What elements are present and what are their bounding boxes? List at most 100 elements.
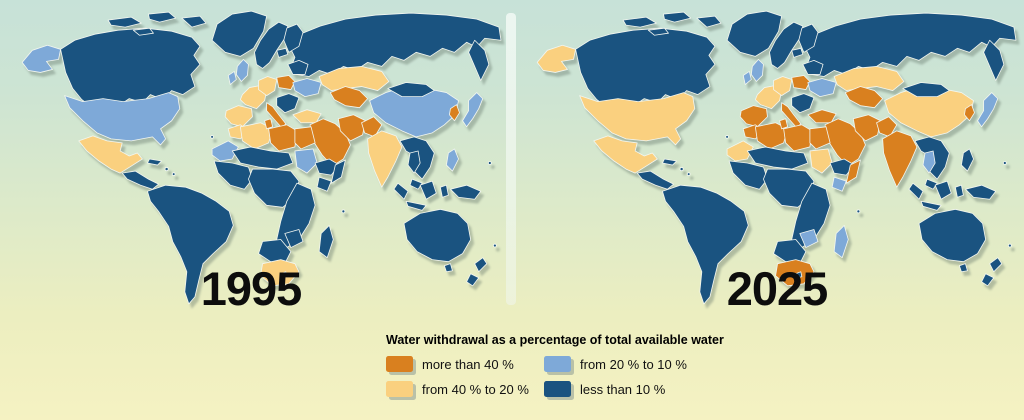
region-egypt <box>294 126 316 150</box>
region-new_zealand <box>981 273 995 287</box>
region-indonesia <box>419 180 437 200</box>
region-mexico <box>78 135 143 174</box>
legend-swatch-less10 <box>544 381 571 397</box>
region-tunisia <box>779 118 789 130</box>
region-mongolia <box>902 82 950 98</box>
region-new_zealand <box>466 273 480 287</box>
region-mongolia <box>387 82 435 98</box>
region-lesotho <box>795 271 803 279</box>
map-panel-1995 <box>2 2 507 314</box>
region-malaysia <box>924 178 938 190</box>
region-iceland <box>791 47 804 58</box>
region-central_asia <box>329 86 369 109</box>
region-lesotho <box>280 271 288 279</box>
map-panel-2025 <box>517 2 1022 314</box>
region-usa <box>579 92 696 146</box>
region-greenland <box>726 10 783 57</box>
region-germany <box>773 76 793 97</box>
region-zimbabwe <box>284 229 304 248</box>
region-ukraine <box>292 78 322 98</box>
region-france <box>754 85 783 110</box>
region-arctic_islands <box>181 15 207 28</box>
region-islands <box>341 209 346 214</box>
region-somalia <box>845 159 861 184</box>
legend-item-label: less than 10 % <box>580 381 666 397</box>
legend-item-less10: less than 10 % <box>544 381 724 397</box>
region-thailand <box>922 150 936 174</box>
region-thailand <box>407 150 421 174</box>
region-central_asia <box>844 86 884 109</box>
region-france <box>239 85 268 110</box>
region-somalia <box>330 159 346 184</box>
region-madagascar <box>318 225 334 259</box>
legend-item-from20to10: from 20 % to 10 % <box>544 356 724 372</box>
region-alaska <box>21 44 61 73</box>
region-india <box>367 130 403 188</box>
region-iran <box>852 114 882 142</box>
year-label-1995: 1995 <box>200 262 303 315</box>
region-egypt <box>809 126 831 150</box>
region-korea <box>449 104 460 122</box>
region-islands <box>487 161 492 165</box>
region-new_guinea <box>965 184 997 200</box>
legend-item-label: from 20 % to 10 % <box>580 356 687 372</box>
region-arctic_islands <box>148 11 177 23</box>
legend-swatch-more40 <box>386 356 413 372</box>
region-sudan <box>294 148 318 174</box>
region-islands <box>679 167 684 172</box>
region-south_africa <box>260 259 300 287</box>
region-islands <box>856 209 861 214</box>
legend-swatch-from20to10 <box>544 356 571 372</box>
region-turkey <box>292 109 322 124</box>
region-philippines <box>960 148 974 172</box>
year-label-2025: 2025 <box>726 262 829 315</box>
region-india <box>882 130 918 188</box>
region-indonesia <box>908 182 924 200</box>
region-arctic_islands <box>622 16 657 28</box>
region-balkans <box>276 93 300 114</box>
region-russia <box>983 39 1005 81</box>
region-libya <box>268 124 298 152</box>
region-islands <box>210 135 214 139</box>
region-kazakhstan <box>833 66 905 91</box>
region-pakistan <box>361 116 383 138</box>
region-scandinavia <box>769 21 804 69</box>
region-cuba <box>147 158 162 166</box>
region-canada <box>60 27 201 110</box>
region-islands <box>492 243 497 248</box>
region-ireland <box>227 71 237 85</box>
region-poland <box>791 75 811 90</box>
region-indonesia <box>439 184 449 198</box>
legend-item-more40: more than 40 % <box>386 356 544 372</box>
region-ireland <box>742 71 752 85</box>
region-zimbabwe <box>799 229 819 248</box>
region-west_africa <box>213 160 253 190</box>
region-islands <box>1002 161 1007 165</box>
region-mauritania <box>726 140 754 162</box>
region-sudan <box>809 148 833 174</box>
region-australia <box>918 208 987 263</box>
region-russia <box>468 39 490 81</box>
region-islands <box>1007 243 1012 248</box>
region-madagascar <box>833 225 849 259</box>
region-indonesia <box>934 180 952 200</box>
region-new_zealand <box>474 257 488 273</box>
region-islands <box>686 172 691 176</box>
region-central_america <box>121 170 159 190</box>
region-islands <box>164 167 169 172</box>
region-poland <box>276 75 296 90</box>
region-indonesia <box>920 200 942 211</box>
region-iberia <box>739 105 768 128</box>
region-germany <box>258 76 278 97</box>
region-russia <box>289 12 502 77</box>
region-south_america <box>147 184 234 305</box>
region-islands <box>171 172 176 176</box>
region-arctic_islands <box>107 16 142 28</box>
region-uk <box>235 58 249 82</box>
region-iceland <box>276 47 289 58</box>
region-belarus_baltics <box>802 59 824 75</box>
region-west_africa <box>728 160 768 190</box>
region-belarus_baltics <box>287 59 309 75</box>
region-malaysia <box>409 178 423 190</box>
